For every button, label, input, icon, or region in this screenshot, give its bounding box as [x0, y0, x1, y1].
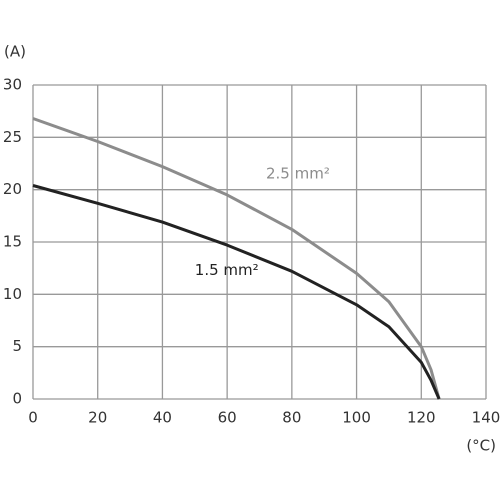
x-tick-label: 60 — [218, 409, 237, 427]
series-line — [32, 117, 441, 400]
y-tick-label: 15 — [3, 233, 22, 251]
y-tick-label: 10 — [3, 285, 22, 303]
series-label: 2.5 mm² — [266, 164, 330, 182]
x-tick-label: 40 — [153, 409, 172, 427]
x-tick-label: 140 — [472, 409, 500, 427]
y-tick-label: 0 — [12, 390, 22, 408]
x-tick-label: 20 — [88, 409, 107, 427]
series-line — [32, 184, 441, 400]
y-tick-label: 5 — [12, 337, 22, 355]
y-tick-label: 30 — [3, 76, 22, 94]
y-axis-label: (A) — [4, 43, 26, 61]
y-tick-label: 20 — [3, 180, 22, 198]
x-tick-label: 120 — [407, 409, 436, 427]
x-axis-label: (°C) — [466, 437, 496, 455]
y-tick-label: 25 — [3, 128, 22, 146]
x-tick-label: 0 — [28, 409, 38, 427]
x-tick-label: 80 — [282, 409, 301, 427]
series-label: 1.5 mm² — [195, 261, 259, 279]
x-tick-label: 100 — [342, 409, 371, 427]
